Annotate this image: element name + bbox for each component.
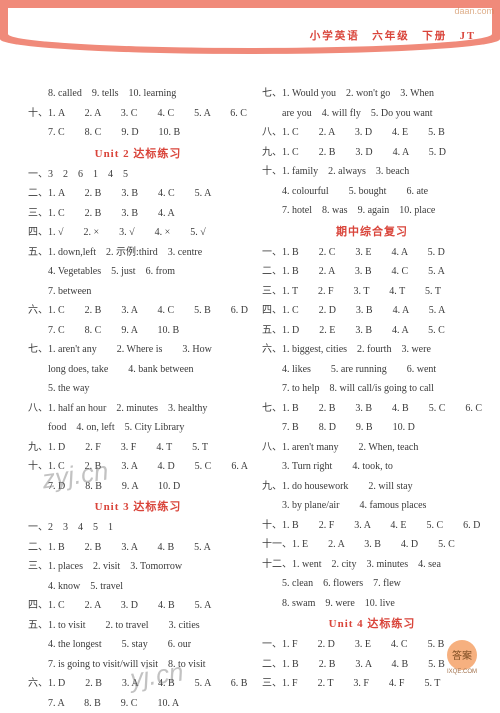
answer-line: 五、1. D 2. E 3. B 4. A 5. C <box>262 321 482 341</box>
answer-line: 一、1. B 2. C 3. E 4. A 5. D <box>262 243 482 263</box>
answer-line: 7. between <box>28 282 248 302</box>
answer-line: 7. A 8. B 9. C 10. A <box>28 694 248 713</box>
answer-line: 八、1. half an hour 2. minutes 3. healthy <box>28 399 248 419</box>
answer-line: 7. is going to visit/will visit 8. to vi… <box>28 655 248 675</box>
answer-line: 5. clean 6. flowers 7. flew <box>262 574 482 594</box>
answer-line: 8. swam 9. were 10. live <box>262 594 482 614</box>
unit-title: Unit 3 达标练习 <box>28 496 248 518</box>
answer-line: 十、1. family 2. always 3. beach <box>262 162 482 182</box>
answer-line: 六、1. biggest, cities 2. fourth 3. were <box>262 340 482 360</box>
answer-line: are you 4. will fly 5. Do you want <box>262 104 482 124</box>
unit-title: Unit 2 达标练习 <box>28 143 248 165</box>
answer-line: 二、1. B 2. B 3. A 4. B 5. A <box>28 538 248 558</box>
answer-line: 五、1. to visit 2. to travel 3. cities <box>28 616 248 636</box>
unit-title: Unit 4 达标练习 <box>262 613 482 635</box>
answer-line: 四、1. √ 2. × 3. √ 4. × 5. √ <box>28 223 248 243</box>
content-columns: 8. called 9. tells 10. learning十、1. A 2.… <box>28 84 482 683</box>
answer-line: 四、1. C 2. D 3. B 4. A 5. A <box>262 301 482 321</box>
answer-line: 六、1. D 2. B 3. A 4. B 5. A 6. B <box>28 674 248 694</box>
answer-line: 4. the longest 5. stay 6. our <box>28 635 248 655</box>
answer-line: 二、1. A 2. B 3. B 4. C 5. A <box>28 184 248 204</box>
answer-line: 3. Turn right 4. took, to <box>262 457 482 477</box>
answer-line: 十、1. B 2. F 3. A 4. E 5. C 6. D <box>262 516 482 536</box>
answer-line: 七、1. B 2. B 3. B 4. B 5. C 6. C <box>262 399 482 419</box>
answer-line: 七、1. Would you 2. won't go 3. When <box>262 84 482 104</box>
answer-line: 7. C 8. C 9. A 10. B <box>28 321 248 341</box>
answer-line: 二、1. B 2. A 3. B 4. C 5. A <box>262 262 482 282</box>
answer-line: 4. colourful 5. bought 6. ate <box>262 182 482 202</box>
answer-line: 九、1. D 2. F 3. F 4. T 5. T <box>28 438 248 458</box>
answer-line: 八、1. C 2. A 3. D 4. E 5. B <box>262 123 482 143</box>
answer-line: 十、1. A 2. A 3. C 4. C 5. A 6. C <box>28 104 248 124</box>
answer-line: 8. called 9. tells 10. learning <box>28 84 248 104</box>
answer-line: 七、1. aren't any 2. Where is 3. How <box>28 340 248 360</box>
answer-line: 九、1. do housework 2. will stay <box>262 477 482 497</box>
answer-line: 九、1. C 2. B 3. D 4. A 5. D <box>262 143 482 163</box>
answer-line: 一、3 2 6 1 4 5 <box>28 165 248 185</box>
answer-line: 八、1. aren't many 2. When, teach <box>262 438 482 458</box>
svg-text:答案: 答案 <box>452 649 472 662</box>
header-text: 小学英语 六年级 下册 JT <box>310 28 476 43</box>
answer-line: food 4. on, left 5. City Library <box>28 418 248 438</box>
answer-line: 4. likes 5. are running 6. went <box>262 360 482 380</box>
answer-line: 4. Vegetables 5. just 6. from <box>28 262 248 282</box>
header-band <box>0 0 500 54</box>
answer-line: 五、1. down,left 2. 示例:third 3. centre <box>28 243 248 263</box>
answer-line: 六、1. C 2. B 3. A 4. C 5. B 6. D <box>28 301 248 321</box>
answer-line: 7. B 8. D 9. B 10. D <box>262 418 482 438</box>
answer-line: 5. the way <box>28 379 248 399</box>
left-column: 8. called 9. tells 10. learning十、1. A 2.… <box>28 84 248 683</box>
bottom-logo: 答案 IXQE.COM <box>436 637 488 677</box>
answer-line: 十二、1. went 2. city 3. minutes 4. sea <box>262 555 482 575</box>
answer-line: 十一、1. E 2. A 3. B 4. D 5. C <box>262 535 482 555</box>
answer-line: 3. by plane/air 4. famous places <box>262 496 482 516</box>
corner-watermark: daan.com <box>454 6 494 16</box>
svg-text:IXQE.COM: IXQE.COM <box>447 669 477 675</box>
right-column: 七、1. Would you 2. won't go 3. When are y… <box>262 84 482 683</box>
answer-line: 四、1. C 2. A 3. D 4. B 5. A <box>28 596 248 616</box>
answer-line: 7. to help 8. will call/is going to call <box>262 379 482 399</box>
answer-line: 三、1. C 2. B 3. B 4. A <box>28 204 248 224</box>
answer-line: 7. D 8. B 9. A 10. D <box>28 477 248 497</box>
answer-line: long does, take 4. bank between <box>28 360 248 380</box>
answer-line: 一、2 3 4 5 1 <box>28 518 248 538</box>
answer-line: 4. know 5. travel <box>28 577 248 597</box>
answer-line: 三、1. T 2. F 3. T 4. T 5. T <box>262 282 482 302</box>
answer-line: 7. hotel 8. was 9. again 10. place <box>262 201 482 221</box>
answer-line: 7. C 8. C 9. D 10. B <box>28 123 248 143</box>
unit-title: 期中综合复习 <box>262 221 482 243</box>
answer-line: 三、1. places 2. visit 3. Tomorrow <box>28 557 248 577</box>
answer-line: 十、1. C 2. B 3. A 4. D 5. C 6. A <box>28 457 248 477</box>
